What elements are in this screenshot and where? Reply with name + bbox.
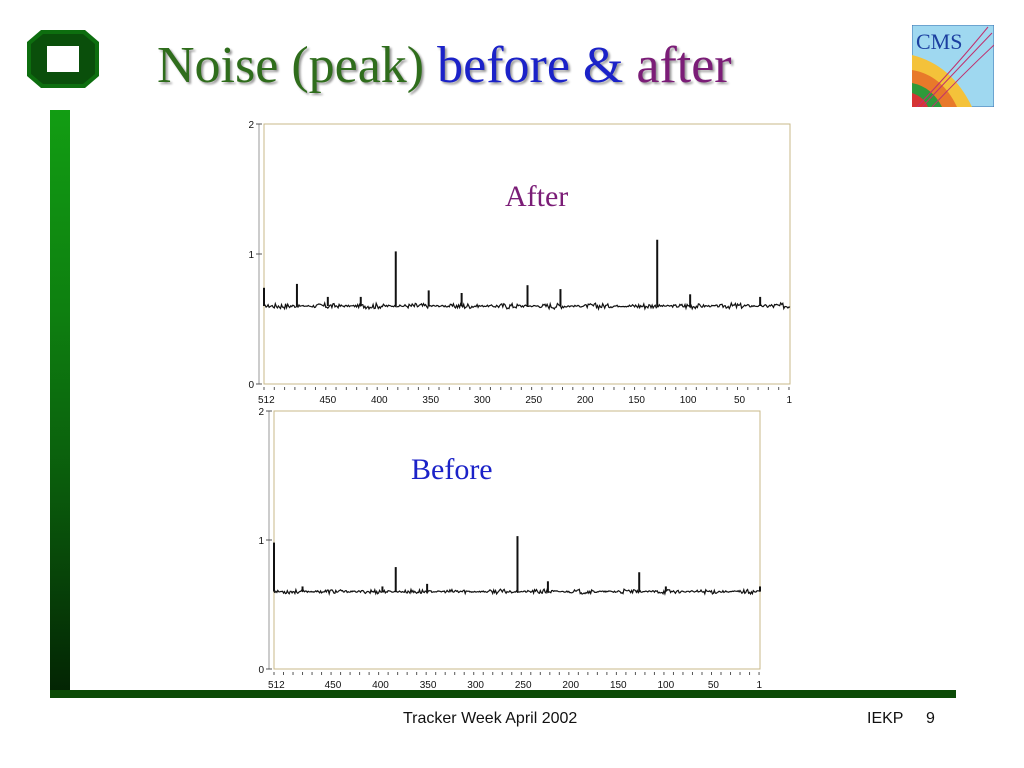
x-tick-label: 150 [628,395,645,406]
x-tick-label: 250 [515,680,532,691]
sidebar-accent-bar [50,110,70,695]
y-tick-label: 2 [248,120,254,131]
x-tick-label: 400 [372,680,389,691]
x-tick-label: 512 [258,395,275,406]
ka-university-logo-icon [27,30,99,88]
x-tick-label: 50 [734,395,746,406]
x-tick-label: 1 [756,680,762,691]
footer-institute-text: IEKP [867,710,904,727]
y-tick-label: 1 [248,250,254,261]
cms-logo-text: CMS [916,29,962,54]
title-part-ampersand: & [582,37,624,94]
x-tick-label: 512 [268,680,285,691]
footer-accent-bar [50,690,956,698]
title-part-before: before [437,37,570,94]
x-tick-label: 100 [657,680,674,691]
x-tick-label: 300 [467,680,484,691]
footer-event-text: Tracker Week April 2002 [403,710,578,727]
x-tick-label: 250 [525,395,542,406]
cms-logo-icon: CMS [912,25,994,107]
x-tick-label: 200 [562,680,579,691]
y-tick-label: 0 [248,380,254,391]
x-tick-label: 150 [610,680,627,691]
chart-label-before: Before [411,453,493,486]
chart-before-panel: 0 1 2 512 450 400 350 300 250 200 150 100 50 1 [258,407,762,691]
plot-frame [263,123,791,385]
y-tick-label: 0 [258,665,264,676]
x-tick-label: 200 [577,395,594,406]
x-tick-label: 400 [371,395,388,406]
x-tick-label: 350 [422,395,439,406]
y-tick-label: 1 [258,536,264,547]
page-number: 9 [926,710,935,727]
noise-trace [263,301,791,312]
x-tick-label: 300 [474,395,491,406]
chart-label-after: After [505,180,569,213]
x-tick-label: 450 [319,395,336,406]
title-part-after: after [636,37,732,94]
x-tick-label: 100 [680,395,697,406]
chart-after-panel: 0 1 2 512 450 400 350 300 250 200 150 100 50 1 [248,120,792,406]
x-tick-label: 450 [325,680,342,691]
y-tick-label: 2 [258,407,264,418]
page-title: Noise (peak) before & after [157,40,732,92]
x-tick-label: 350 [420,680,437,691]
title-part-noise-peak: Noise (peak) [157,37,425,94]
x-tick-label: 1 [786,395,792,406]
x-tick-label: 50 [708,680,720,691]
